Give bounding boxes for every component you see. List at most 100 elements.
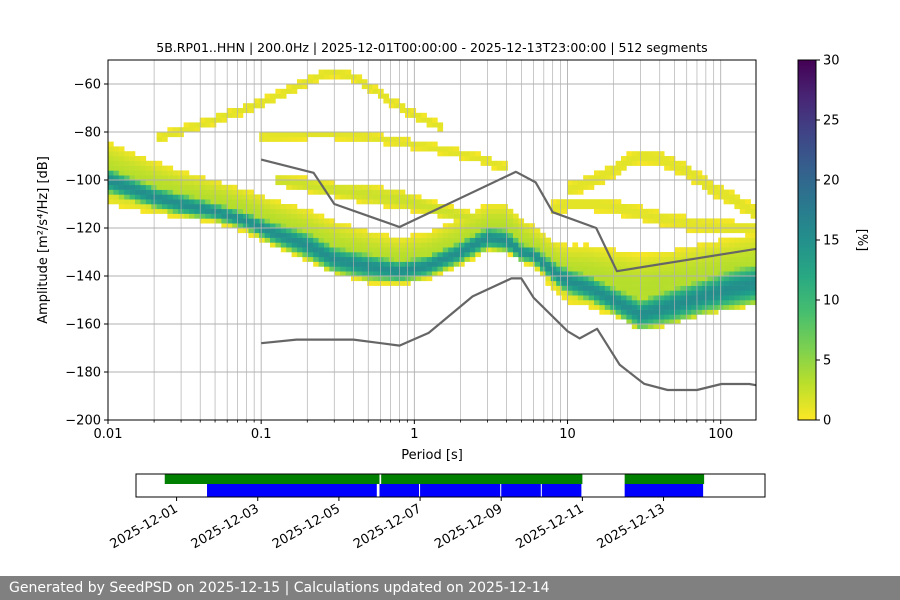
heatmap-cell (351, 247, 357, 253)
heatmap-cell (702, 295, 708, 301)
heatmap-cell (739, 242, 746, 248)
heatmap-cell (583, 290, 589, 296)
heatmap-cell (734, 295, 741, 301)
heatmap-cell (351, 184, 357, 190)
heatmap-cell (124, 156, 130, 162)
heatmap-cell (631, 208, 638, 214)
heatmap-cell (345, 271, 352, 277)
heatmap-cell (637, 285, 643, 291)
heatmap-cell (513, 223, 519, 229)
heatmap-cell (469, 223, 476, 229)
heatmap-cell (329, 261, 336, 267)
heatmap-cell (378, 242, 384, 248)
heatmap-cell (658, 271, 665, 277)
heatmap-cell (707, 304, 714, 310)
heatmap-cell (599, 170, 606, 176)
heatmap-cell (205, 117, 211, 123)
heatmap-cell (680, 170, 687, 176)
heatmap-cell (210, 117, 217, 123)
heatmap-cell (604, 208, 611, 214)
heatmap-cell (318, 184, 325, 190)
heatmap-cell (199, 194, 206, 200)
heatmap-cell (577, 180, 584, 186)
heatmap-cell (259, 194, 265, 200)
heatmap-cell (356, 232, 363, 238)
heatmap-cell (486, 160, 492, 166)
heatmap-cell (280, 218, 287, 224)
heatmap-cell (216, 180, 222, 186)
heatmap-cell (707, 309, 714, 315)
heatmap-cell (734, 261, 741, 267)
heatmap-cell (572, 276, 579, 282)
heatmap-cell (534, 242, 541, 248)
heatmap-cell (594, 295, 600, 301)
heatmap-cell (739, 300, 746, 306)
heatmap-cell (702, 223, 708, 229)
heatmap-cell (577, 271, 584, 277)
heatmap-cell (712, 189, 719, 195)
colorbar-tick-label: 15 (823, 234, 840, 249)
heatmap-cell (621, 280, 627, 286)
heatmap-cell (270, 228, 276, 234)
heatmap-cell (167, 208, 174, 214)
heatmap-cell (367, 247, 373, 253)
heatmap-cell (513, 237, 519, 243)
heatmap-cell (345, 194, 352, 200)
heatmap-cell (496, 204, 503, 210)
heatmap-cell (432, 228, 438, 234)
heatmap-cell (739, 285, 746, 291)
heatmap-cell (626, 208, 633, 214)
heatmap-cell (734, 280, 741, 286)
heatmap-cell (637, 319, 643, 325)
heatmap-cell (594, 300, 600, 306)
heatmap-cell (275, 175, 282, 181)
heatmap-cell (599, 256, 606, 262)
heatmap-cell (626, 295, 633, 301)
heatmap-cell (383, 204, 390, 210)
heatmap-cell (745, 237, 751, 243)
heatmap-cell (448, 213, 454, 219)
heatmap-cell (210, 122, 217, 128)
heatmap-cell (313, 237, 319, 243)
heatmap-cell (734, 242, 741, 248)
heatmap-cell (707, 256, 714, 262)
heatmap-cell (729, 295, 735, 301)
heatmap-cell (302, 218, 309, 224)
heatmap-cell (437, 271, 444, 277)
heatmap-cell (556, 280, 562, 286)
heatmap-cell (626, 300, 633, 306)
heatmap-cell (210, 189, 217, 195)
heatmap-cell (496, 160, 503, 166)
heatmap-cell (367, 84, 373, 90)
heatmap-cell (118, 160, 125, 166)
heatmap-cell (664, 218, 670, 224)
heatmap-cell (653, 324, 660, 330)
heatmap-cell (637, 208, 643, 214)
heatmap-cell (432, 266, 438, 272)
heatmap-cell (248, 218, 255, 224)
heatmap-cell (324, 69, 330, 75)
heatmap-cell (459, 256, 465, 262)
heatmap-cell (189, 189, 195, 195)
heatmap-cell (145, 165, 152, 171)
heatmap-cell (394, 136, 400, 142)
heatmap-cell (599, 276, 606, 282)
heatmap-cell (707, 300, 714, 306)
heatmap-cell (475, 247, 481, 253)
heatmap-cell (631, 160, 638, 166)
heatmap-cell (259, 199, 265, 205)
heatmap-cell (642, 304, 649, 310)
heatmap-cell (124, 170, 130, 176)
heatmap-cell (383, 261, 390, 267)
heatmap-cell (307, 218, 314, 224)
heatmap-cell (723, 199, 730, 205)
heatmap-cell (172, 175, 179, 181)
heatmap-cell (464, 252, 471, 258)
heatmap-cell (372, 247, 379, 253)
heatmap-cell (464, 247, 471, 253)
heatmap-cell (658, 276, 665, 282)
heatmap-cell (162, 194, 168, 200)
heatmap-cell (723, 261, 730, 267)
heatmap-cell (583, 276, 589, 282)
heatmap-cell (702, 180, 708, 186)
